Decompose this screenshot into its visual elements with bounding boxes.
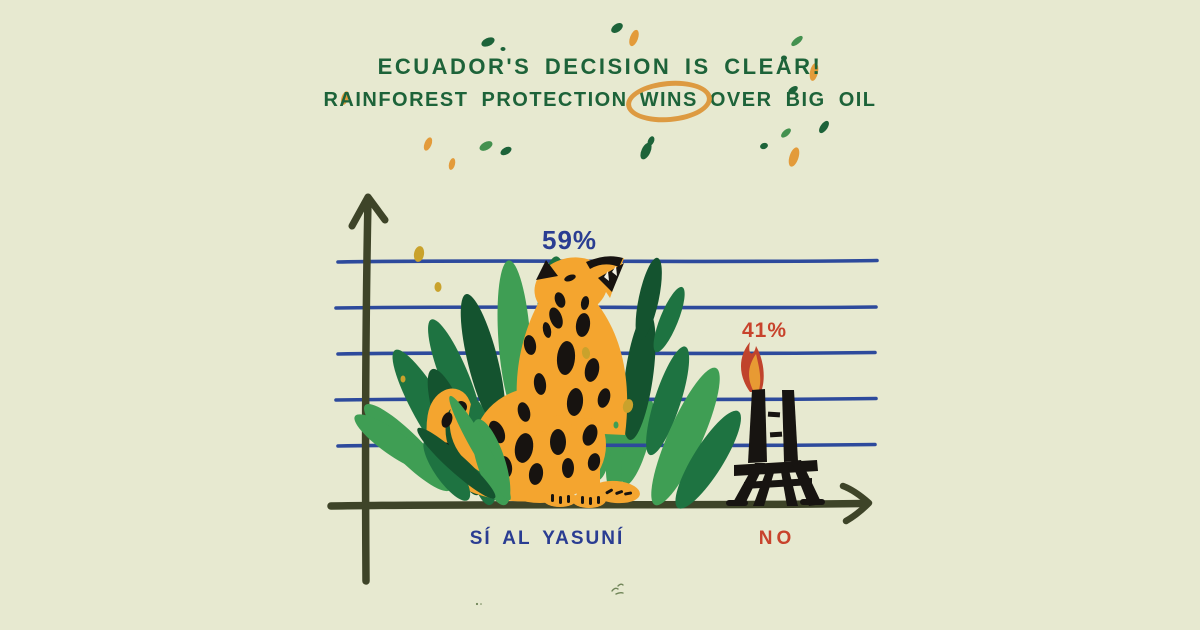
- y-axis-arrow: [348, 193, 389, 230]
- jaguar-mouth: [598, 263, 624, 292]
- jaguar-fang: [604, 271, 609, 281]
- chart-title: ECUADOR'S DECISION IS CLEAR! RAINFOREST …: [0, 54, 1200, 112]
- jaguar-front-leg: [548, 415, 572, 501]
- jaguar-head: [534, 256, 624, 317]
- y-axis: [361, 195, 372, 585]
- gold-paint-accents: [400, 246, 634, 429]
- title-line2-after: OVER BIG OIL: [709, 89, 877, 111]
- jaguar-fang: [612, 266, 617, 276]
- oil-derrick-illustration: [726, 342, 825, 506]
- title-line2-before: RAINFOREST PROTECTION: [323, 89, 628, 111]
- oil-flame-core: [749, 354, 761, 390]
- category-label-no: NO: [758, 528, 796, 549]
- tiny-scribbles: [475, 583, 624, 606]
- rainforest-plants-front: [417, 367, 741, 509]
- derrick-tower: [726, 389, 825, 506]
- confetti-decoration: [341, 23, 829, 170]
- value-label-no: 41%: [742, 319, 788, 342]
- jaguar-ear: [536, 260, 558, 280]
- chart-title-line2: RAINFOREST PROTECTION WINS OVER BIG OIL: [0, 89, 1200, 112]
- x-axis-arrow: [839, 482, 873, 525]
- jaguar-eye: [564, 274, 576, 282]
- wins-circled-word: WINS: [639, 89, 698, 111]
- chart-title-line1: ECUADOR'S DECISION IS CLEAR!: [377, 54, 823, 79]
- value-label-si: 59%: [542, 225, 598, 255]
- category-label-si: SÍ AL YASUNÍ: [469, 528, 625, 549]
- jaguar-nose-bridge: [586, 256, 623, 269]
